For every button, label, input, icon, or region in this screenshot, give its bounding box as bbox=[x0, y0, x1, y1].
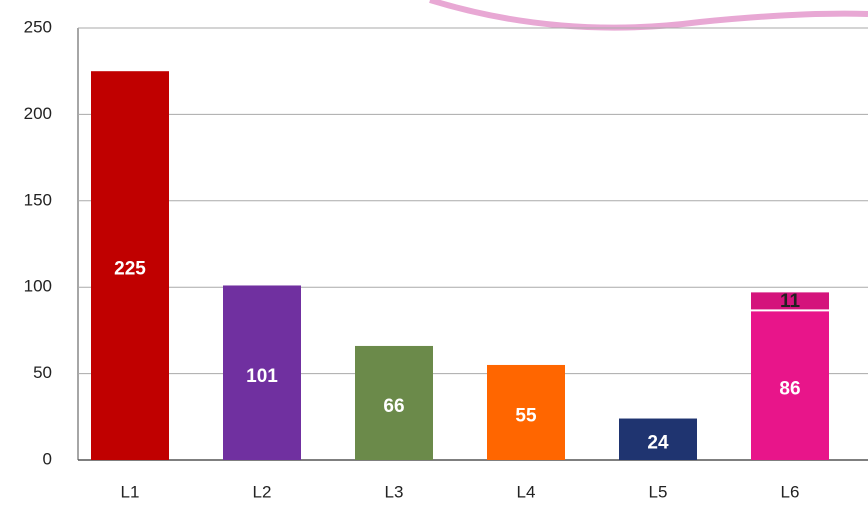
decorative-arc bbox=[429, 0, 868, 31]
x-tick-label: L5 bbox=[649, 482, 668, 501]
bar bbox=[223, 285, 301, 460]
bar bbox=[751, 311, 829, 460]
data-label: 225 bbox=[114, 259, 146, 280]
data-label: 86 bbox=[779, 379, 800, 400]
y-tick-label: 150 bbox=[24, 190, 52, 209]
bar bbox=[355, 345, 433, 460]
data-label: 66 bbox=[383, 396, 404, 417]
data-label: 101 bbox=[246, 366, 278, 387]
x-tick-label: L3 bbox=[385, 482, 404, 501]
bar bbox=[619, 418, 697, 460]
x-tick-label: L1 bbox=[121, 482, 140, 501]
bar bbox=[751, 292, 829, 310]
x-tick-label: L4 bbox=[517, 482, 536, 501]
x-tick-label: L2 bbox=[253, 482, 272, 501]
data-label: 55 bbox=[515, 405, 537, 426]
data-label: 24 bbox=[647, 432, 669, 453]
y-tick-label: 250 bbox=[24, 17, 52, 36]
bar bbox=[487, 364, 565, 460]
y-tick-label: 0 bbox=[43, 449, 52, 468]
data-label: 11 bbox=[780, 291, 801, 312]
y-tick-label: 50 bbox=[33, 363, 52, 382]
y-tick-label: 100 bbox=[24, 277, 52, 296]
x-tick-label: L6 bbox=[781, 482, 800, 501]
bar bbox=[91, 71, 169, 460]
y-tick-label: 200 bbox=[24, 104, 52, 123]
